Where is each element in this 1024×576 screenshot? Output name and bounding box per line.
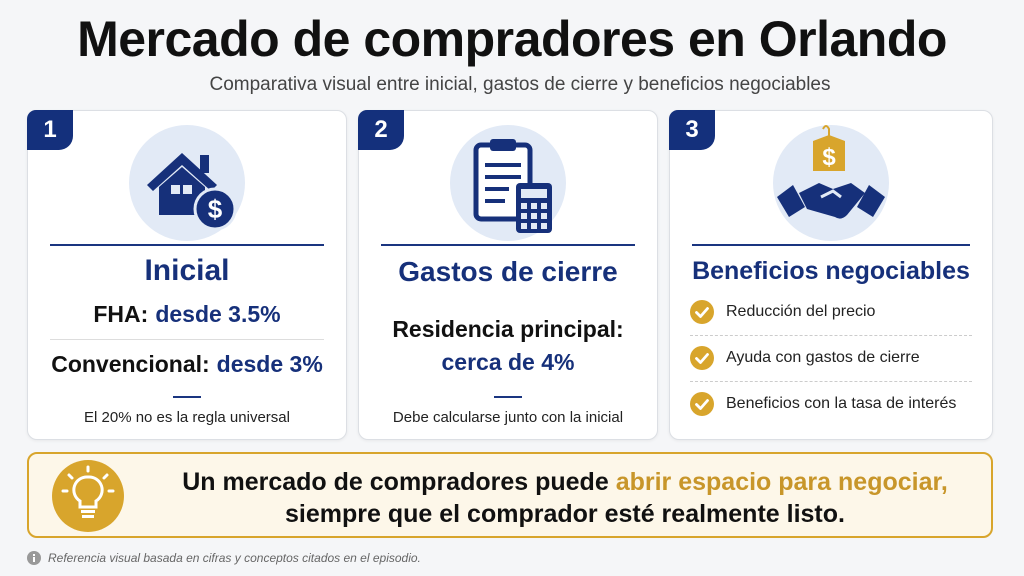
divider bbox=[692, 244, 970, 246]
label: Convencional: bbox=[51, 351, 210, 377]
label: Residencia principal: bbox=[392, 316, 624, 342]
banner: Un mercado de compradores puede abrir es… bbox=[27, 452, 993, 538]
info-icon bbox=[27, 551, 41, 565]
subtitle: Comparativa visual entre inicial, gastos… bbox=[209, 74, 831, 95]
bulb-icon bbox=[52, 460, 124, 532]
card-title: Beneficios negociables bbox=[692, 257, 970, 285]
note: El 20% no es la regla universal bbox=[84, 409, 290, 426]
banner-highlight: abrir espacio para negociar, bbox=[615, 468, 948, 496]
separator bbox=[50, 339, 324, 340]
banner-text: Un mercado de compradores puede bbox=[182, 468, 609, 496]
card-line: Residencia principal: cerca de 4% bbox=[359, 316, 657, 376]
title: Mercado de compradores en Orlando bbox=[77, 11, 947, 67]
banner-line: Un mercado de compradores puede abrir es… bbox=[139, 468, 991, 497]
benefit-item: Beneficios con la tasa de interés bbox=[690, 381, 972, 427]
benefit-item: Reducción del precio bbox=[690, 289, 972, 335]
separator bbox=[690, 335, 972, 336]
benefit-item: Ayuda con gastos de cierre bbox=[690, 335, 972, 381]
benefit-text: Reducción del precio bbox=[726, 303, 876, 320]
divider bbox=[381, 244, 635, 246]
card-line: Convencional: desde 3% bbox=[28, 351, 346, 378]
card-line: FHA: desde 3.5% bbox=[28, 301, 346, 328]
value: desde 3.5% bbox=[155, 301, 281, 327]
svg-text:$: $ bbox=[208, 194, 223, 224]
value: desde 3% bbox=[216, 351, 323, 377]
divider bbox=[50, 244, 324, 246]
clipboard-icon bbox=[450, 125, 566, 241]
check-icon bbox=[690, 346, 714, 370]
divider bbox=[173, 396, 201, 398]
label: FHA: bbox=[93, 301, 149, 327]
divider bbox=[494, 396, 522, 398]
footer-note: Referencia visual basada en cifras y con… bbox=[48, 551, 421, 565]
card: 3 $ Beneficios negociables Reducción del… bbox=[669, 110, 993, 440]
card: 2 Gastos de cierre Residencia principal:… bbox=[358, 110, 658, 440]
check-icon bbox=[690, 300, 714, 324]
separator bbox=[690, 381, 972, 382]
note: Debe calcularse junto con la inicial bbox=[392, 409, 624, 426]
value: cerca de 4% bbox=[441, 349, 575, 375]
benefit-text: Beneficios con la tasa de interés bbox=[726, 395, 957, 412]
handshake-icon: $ bbox=[773, 125, 889, 241]
card-title: Inicial bbox=[144, 254, 230, 287]
banner-text: siempre que el comprador esté realmente … bbox=[285, 500, 845, 528]
check-icon bbox=[690, 392, 714, 416]
badge: 2 bbox=[358, 110, 404, 150]
badge: 3 bbox=[669, 110, 715, 150]
card-title: Gastos de cierre bbox=[398, 256, 618, 287]
badge: 1 bbox=[27, 110, 73, 150]
svg-text:$: $ bbox=[822, 144, 836, 171]
benefit-text: Ayuda con gastos de cierre bbox=[726, 349, 920, 366]
house-icon: $ bbox=[129, 125, 245, 241]
card: 1 $ Inicial FHA: desde 3.5% Convencional:… bbox=[27, 110, 347, 440]
